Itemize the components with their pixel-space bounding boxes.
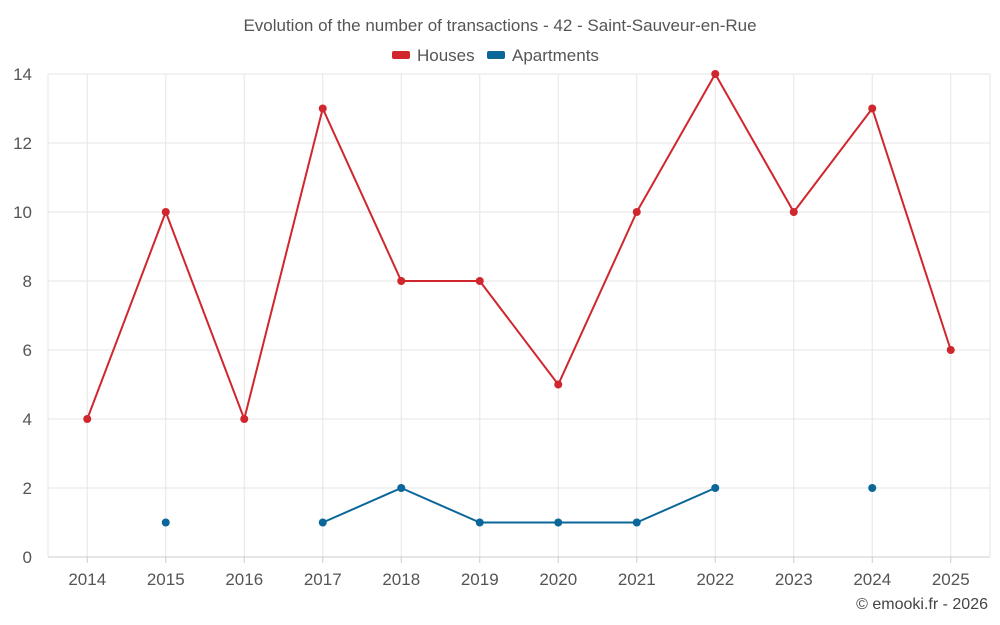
data-point[interactable]	[711, 70, 720, 78]
data-point[interactable]	[475, 277, 484, 285]
y-tick-label: 4	[23, 410, 32, 429]
data-point[interactable]	[318, 104, 327, 113]
series-apartments	[161, 484, 877, 527]
x-tick-label: 2014	[68, 570, 106, 589]
data-point[interactable]	[868, 104, 877, 113]
legend: Houses Apartments	[392, 46, 599, 65]
legend-label[interactable]: Apartments	[512, 46, 599, 65]
x-tick-label: 2018	[382, 570, 420, 589]
data-point[interactable]	[789, 208, 798, 216]
x-tick-label: 2020	[539, 570, 577, 589]
data-point[interactable]	[161, 518, 170, 527]
credit-text: © emooki.fr - 2026	[856, 596, 988, 613]
data-point[interactable]	[711, 484, 720, 492]
data-point[interactable]	[946, 346, 955, 354]
x-tick-label: 2017	[304, 570, 342, 589]
y-tick-label: 0	[23, 548, 32, 567]
x-tick-label: 2021	[618, 570, 656, 589]
x-tick-label: 2022	[696, 570, 734, 589]
y-tick-label: 14	[13, 65, 32, 84]
data-point[interactable]	[83, 415, 92, 423]
y-tick-label: 8	[23, 272, 32, 291]
y-tick-label: 12	[13, 134, 32, 153]
x-tick-label: 2016	[225, 570, 263, 589]
data-point[interactable]	[632, 208, 641, 216]
series-line	[86, 73, 952, 420]
data-point[interactable]	[161, 208, 170, 216]
axes: 0 2 4 6 8 10 12 14 2014 2015 2016 2017 2018 2019 2020 2…	[13, 65, 991, 589]
legend-label[interactable]: Houses	[417, 46, 475, 65]
x-tick-label: 2023	[775, 570, 813, 589]
legend-swatch	[392, 51, 410, 59]
x-tick-label: 2025	[932, 570, 970, 589]
data-point[interactable]	[240, 415, 249, 423]
y-tick-label: 2	[23, 479, 32, 498]
legend-swatch	[487, 51, 505, 59]
x-tick-label: 2024	[853, 570, 891, 589]
y-tick-label: 10	[13, 203, 32, 222]
data-point[interactable]	[475, 518, 484, 527]
series-line	[322, 487, 716, 524]
data-point[interactable]	[632, 518, 641, 527]
data-point[interactable]	[397, 484, 406, 492]
chart-title: Evolution of the number of transactions …	[243, 16, 756, 35]
data-point[interactable]	[397, 277, 406, 285]
data-point[interactable]	[554, 518, 563, 527]
series-houses	[83, 70, 955, 423]
x-tick-label: 2015	[147, 570, 185, 589]
data-point[interactable]	[318, 518, 327, 527]
data-point[interactable]	[554, 380, 563, 389]
y-tick-label: 6	[23, 341, 32, 360]
grid	[48, 73, 990, 557]
data-point[interactable]	[868, 484, 877, 492]
x-tick-label: 2019	[461, 570, 499, 589]
series-layer	[83, 70, 955, 527]
